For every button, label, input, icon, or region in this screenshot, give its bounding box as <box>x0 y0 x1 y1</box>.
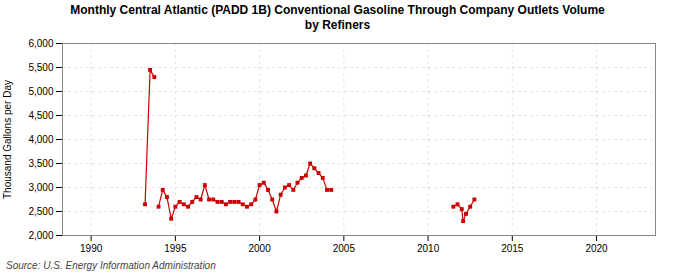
svg-text:2020: 2020 <box>585 243 608 254</box>
svg-text:2,500: 2,500 <box>28 206 53 217</box>
svg-text:2,000: 2,000 <box>28 230 53 241</box>
svg-text:5,500: 5,500 <box>28 62 53 73</box>
svg-text:3,500: 3,500 <box>28 158 53 169</box>
svg-text:Thousand Gallons per Day: Thousand Gallons per Day <box>2 80 13 199</box>
html-text:Source: U.S. Energy Informatio: Source: U.S. Energy Information Administ… <box>6 260 216 271</box>
svg-text:1995: 1995 <box>164 243 187 254</box>
svg-text:4,500: 4,500 <box>28 110 53 121</box>
svg-text:2015: 2015 <box>501 243 524 254</box>
svg-text:1990: 1990 <box>80 243 103 254</box>
svg-text:3,000: 3,000 <box>28 182 53 193</box>
svg-text:5,000: 5,000 <box>28 86 53 97</box>
svg-text:2010: 2010 <box>417 243 440 254</box>
svg-text:6,000: 6,000 <box>28 38 53 49</box>
html-text:Monthly Central Atlantic (PADD: Monthly Central Atlantic (PADD 1B) Conve… <box>70 3 605 17</box>
svg-text:4,000: 4,000 <box>28 134 53 145</box>
svg-text:2005: 2005 <box>333 243 356 254</box>
svg-text:2000: 2000 <box>248 243 271 254</box>
html-text:by Refiners: by Refiners <box>304 18 371 32</box>
